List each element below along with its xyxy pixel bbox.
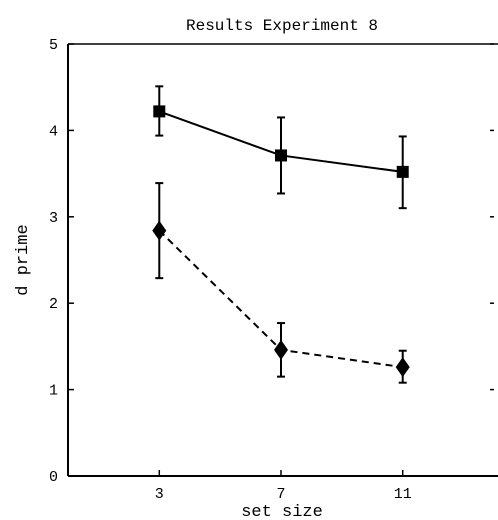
y-axis-ticks: 0 1 2 3 4 5	[49, 37, 494, 486]
diamond-marker	[395, 357, 410, 378]
x-tick-label: 11	[394, 486, 412, 503]
series-2	[152, 182, 410, 384]
y-tick-label: 0	[49, 469, 58, 486]
x-tick-label: 3	[155, 486, 164, 503]
square-marker	[275, 149, 287, 162]
chart-title: Results Experiment 8	[186, 17, 378, 35]
diamond-marker	[274, 339, 288, 360]
y-tick-label: 5	[49, 37, 58, 54]
square-marker	[396, 165, 409, 178]
series-1	[153, 85, 409, 210]
series-layer	[152, 85, 410, 384]
diamond-marker	[152, 220, 167, 241]
square-marker	[153, 105, 166, 118]
x-tick-label: 7	[276, 486, 285, 503]
axes	[67, 43, 498, 477]
y-tick-label: 3	[49, 210, 58, 227]
y-axis-label: d prime	[14, 224, 33, 295]
y-tick-label: 4	[49, 123, 58, 140]
x-axis-label: set size	[241, 503, 323, 520]
y-tick-label: 2	[49, 296, 58, 313]
x-axis-ticks: 3 7 11	[155, 470, 412, 503]
y-tick-label: 1	[49, 383, 58, 400]
